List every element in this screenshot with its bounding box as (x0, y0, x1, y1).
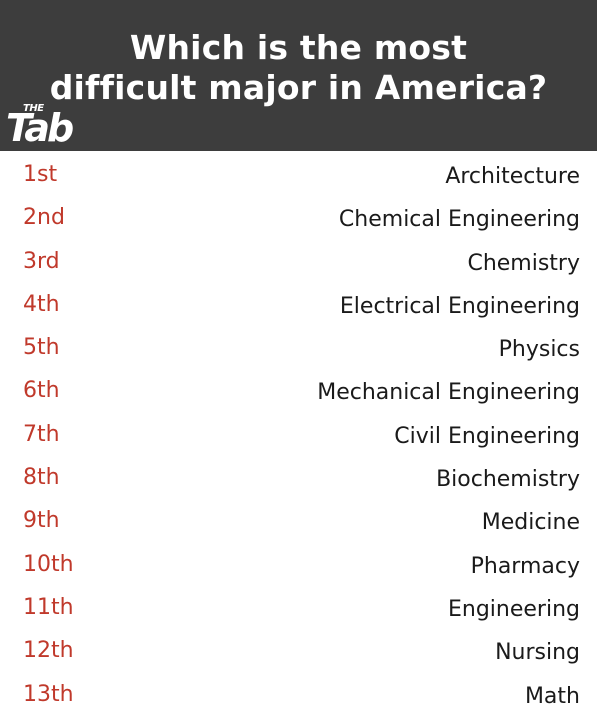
list-item: 1st Architecture (0, 152, 597, 195)
rank-label: 12th (23, 638, 74, 664)
major-name: Medicine (481, 510, 580, 536)
list-item: 3rd Chemistry (0, 239, 597, 282)
list-item: 9th Medicine (0, 498, 597, 541)
list-item: 13th Math (0, 672, 597, 715)
major-name: Pharmacy (470, 553, 580, 579)
major-name: Nursing (495, 640, 580, 666)
rank-label: 4th (23, 291, 60, 317)
rank-label: 7th (23, 421, 60, 447)
rank-label: 9th (23, 508, 60, 534)
major-name: Math (524, 683, 580, 709)
list-item: 2nd Chemical Engineering (0, 195, 597, 238)
rank-label: 10th (23, 551, 74, 577)
list-item: 11th Engineering (0, 585, 597, 628)
rank-label: 5th (23, 335, 60, 361)
list-item: 5th Physics (0, 325, 597, 368)
list-item: 12th Nursing (0, 628, 597, 671)
logo-large-text: Tab (6, 106, 74, 150)
major-name: Architecture (445, 164, 580, 189)
rank-label: 8th (23, 465, 60, 491)
rankings-list: 1st Architecture 2nd Chemical Engineerin… (0, 152, 597, 715)
rank-label: 2nd (23, 205, 65, 231)
list-item: 7th Civil Engineering (0, 412, 597, 455)
the-tab-logo: THE Tab (6, 104, 88, 150)
list-item: 6th Mechanical Engineering (0, 368, 597, 411)
rank-label: 1st (23, 162, 58, 187)
major-name: Civil Engineering (394, 423, 580, 449)
list-item: 4th Electrical Engineering (0, 282, 597, 325)
major-name: Chemical Engineering (338, 207, 580, 233)
major-name: Electrical Engineering (339, 293, 580, 319)
rank-label: 6th (23, 378, 60, 404)
rank-label: 11th (23, 594, 74, 620)
title-line-1: Which is the most (129, 28, 468, 67)
major-name: Engineering (448, 596, 580, 622)
header-banner: Which is the most difficult major in Ame… (0, 0, 597, 151)
major-name: Biochemistry (436, 467, 580, 493)
list-item: 10th Pharmacy (0, 542, 597, 585)
title-line-2: difficult major in America? (49, 68, 548, 107)
major-name: Mechanical Engineering (317, 380, 580, 406)
major-name: Chemistry (467, 250, 580, 276)
list-item: 8th Biochemistry (0, 455, 597, 498)
logo-small-text: THE (23, 103, 44, 114)
major-name: Physics (498, 337, 580, 363)
rank-label: 3rd (23, 248, 60, 274)
rank-label: 13th (23, 681, 74, 707)
page-title: Which is the most difficult major in Ame… (0, 28, 597, 108)
